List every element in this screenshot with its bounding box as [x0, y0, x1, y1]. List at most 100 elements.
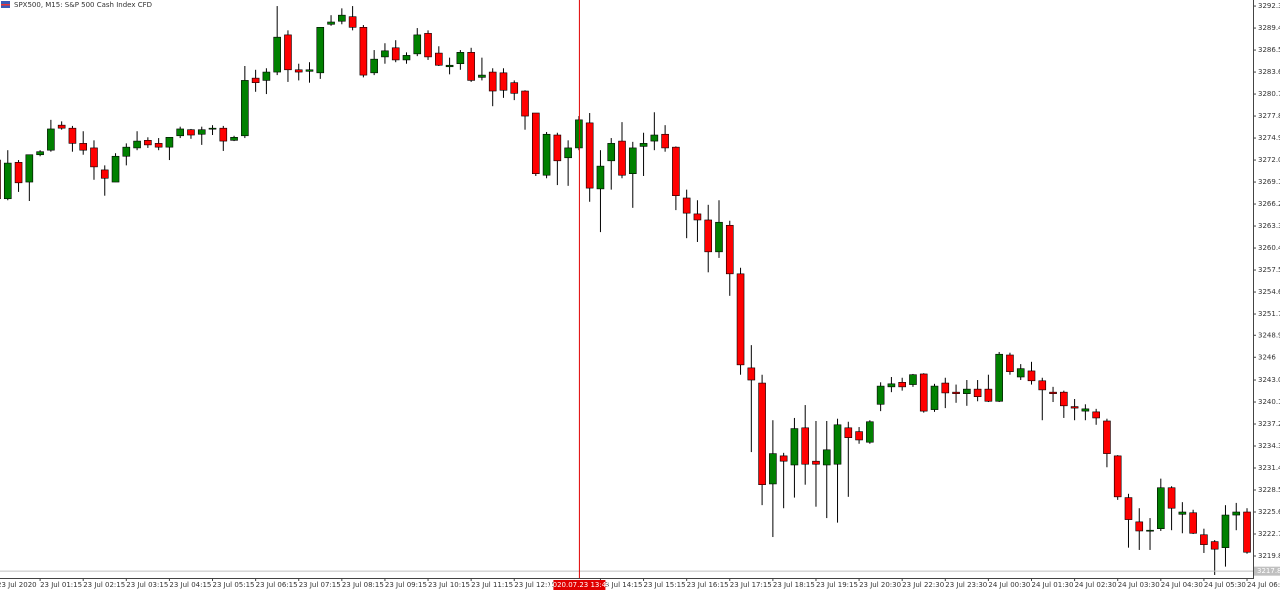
candle-body: [79, 143, 88, 151]
candle-body: [553, 134, 562, 162]
candle-body: [995, 353, 1003, 402]
x-tick-label: 23 Jul 04:15: [169, 581, 211, 589]
candle-body: [1016, 368, 1025, 378]
candle-body: [855, 431, 863, 441]
candle-body: [973, 388, 982, 398]
y-tick-label: 3251.7: [1258, 310, 1280, 318]
candle-body: [585, 122, 594, 189]
x-tick-label: 23 Jul 15:15: [644, 581, 686, 589]
candle-body: [111, 155, 120, 183]
x-tick-label: 23 Jul 10:15: [428, 581, 470, 589]
y-tick-label: 3219.8: [1258, 552, 1280, 560]
x-tick-label: 23 Jul 03:15: [126, 581, 168, 589]
y-tick-label: 3269.1: [1258, 178, 1280, 186]
candle-body: [1027, 370, 1036, 382]
candle-body: [1006, 354, 1014, 372]
y-tick-label: 3240.1: [1258, 398, 1280, 406]
candle-body: [1124, 497, 1133, 520]
price-line-label: 3217.8: [1257, 567, 1280, 575]
y-tick-label: 3272.0: [1258, 156, 1280, 164]
candle-body: [219, 127, 228, 142]
candle-body: [1210, 541, 1219, 550]
candle-body: [725, 224, 734, 275]
x-tick-label: 24 Jul 02:30: [1075, 581, 1117, 589]
x-tick-label: 23 Jul 06:15: [256, 581, 298, 589]
candle-body: [3, 162, 12, 200]
candle-body: [909, 374, 917, 385]
y-tick-label: 3246: [1258, 353, 1276, 361]
candle-body: [790, 428, 799, 466]
candle-body: [1070, 406, 1079, 409]
candle-body: [542, 133, 551, 176]
candle-body: [348, 16, 357, 28]
x-tick-label: 23 Jul 17:15: [730, 581, 772, 589]
candle-body: [305, 69, 314, 72]
candle-body: [564, 147, 572, 159]
candle-body: [251, 77, 260, 83]
candle-body: [413, 34, 422, 55]
x-tick-label: 23 Jul 12:15: [514, 581, 556, 589]
candle-body: [230, 136, 238, 141]
x-tick-label: 23 Jul 2020: [0, 581, 37, 589]
candle-body: [1113, 455, 1122, 498]
y-tick-label: 3289.4: [1258, 24, 1280, 32]
candle-body: [402, 55, 411, 61]
candle-body: [338, 14, 346, 22]
candle-body: [90, 147, 98, 168]
candle-body: [984, 388, 993, 402]
y-tick-label: 3248.9: [1258, 331, 1280, 339]
y-tick-label: 3266.2: [1258, 200, 1280, 208]
candle-body: [370, 58, 378, 74]
candle-body: [68, 127, 77, 144]
x-tick-label: 23 Jul 16:15: [687, 581, 729, 589]
candle-body: [1081, 408, 1090, 412]
candle-body: [521, 90, 529, 117]
candle-body: [1103, 420, 1111, 454]
candle-body: [812, 460, 820, 465]
candle-body: [435, 52, 443, 66]
candle-body: [294, 69, 303, 73]
candle-body: [14, 162, 23, 184]
candle-body: [930, 385, 939, 410]
candle-body: [963, 388, 971, 394]
candle-body: [736, 273, 745, 366]
candle-body: [1243, 511, 1251, 553]
candle-body: [801, 427, 810, 465]
x-tick-label: 23 Jul 20:30: [859, 581, 901, 589]
candle-body: [1038, 380, 1047, 391]
candle-body: [273, 36, 281, 73]
y-tick-label: 3292.3: [1258, 2, 1280, 10]
y-tick-label: 3231.4: [1258, 464, 1280, 472]
y-tick-label: 3257.5: [1258, 266, 1280, 274]
y-tick-label: 3222.7: [1258, 530, 1280, 538]
candle-body: [327, 21, 335, 25]
x-tick-label: 23 Jul 01:15: [40, 581, 82, 589]
candle-body: [941, 382, 950, 394]
candle-body: [1157, 487, 1165, 529]
y-tick-label: 3263.3: [1258, 222, 1280, 230]
candle-body: [758, 382, 766, 486]
candle-body: [833, 424, 842, 465]
x-tick-label: 23 Jul 22:30: [902, 581, 944, 589]
candle-body: [898, 381, 906, 388]
candle-body: [241, 80, 249, 137]
x-tick-label: 23 Jul 11:15: [471, 581, 513, 589]
x-tick-label: 23 Jul 19:15: [816, 581, 858, 589]
candle-body: [747, 367, 756, 381]
candle-body: [704, 219, 713, 253]
candle-body: [607, 143, 616, 162]
candle-body: [144, 140, 152, 146]
candle-body: [628, 147, 637, 175]
candle-body: [488, 71, 497, 92]
candle-body: [887, 383, 896, 388]
candle-body: [682, 197, 691, 214]
x-tick-label: 24 Jul 03:30: [1118, 581, 1160, 589]
candle-body: [187, 129, 195, 136]
candle-body: [122, 146, 131, 157]
y-tick-label: 3260.4: [1258, 244, 1280, 252]
chart-title: SPX500, M15: S&P 500 Cash Index CFD: [14, 1, 152, 9]
candle-body: [866, 421, 874, 443]
candle-body: [650, 134, 659, 142]
symbol-icon-stripe: [1, 4, 10, 6]
